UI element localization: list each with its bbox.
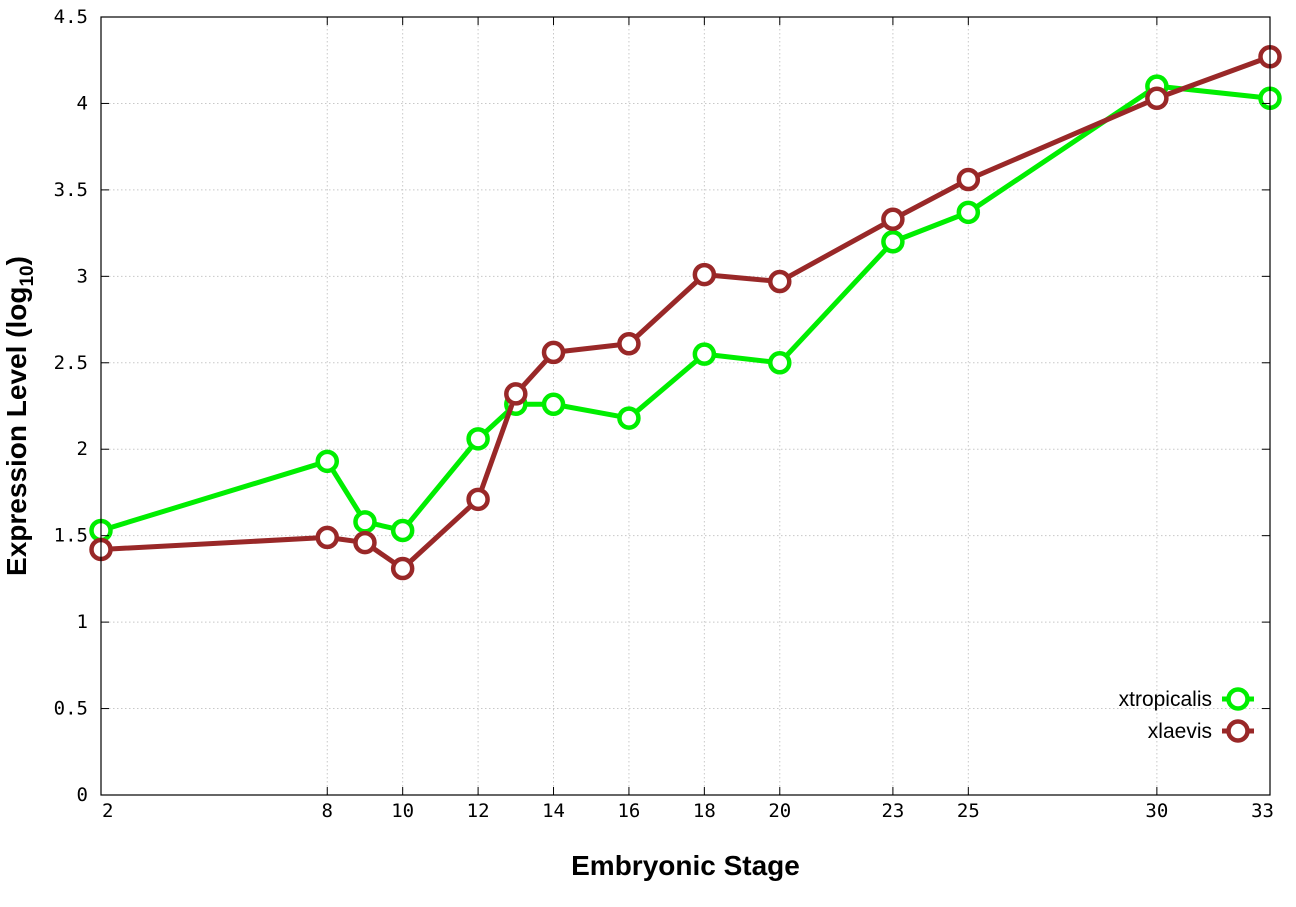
y-tick-label: 2.5 (54, 352, 88, 374)
data-point (768, 269, 792, 294)
data-point (504, 382, 528, 406)
series-xtropicalis (89, 74, 1282, 543)
x-tick-label: 25 (957, 800, 980, 822)
y-tick-label: 3 (77, 265, 88, 287)
data-point (1145, 86, 1169, 111)
y-axis-title: Expression Level (log10) (1, 256, 38, 576)
data-point (541, 392, 566, 417)
legend-swatch-marker (1226, 719, 1250, 743)
y-axis-title-close: ) (1, 256, 32, 265)
legend-label: xlaevis (1148, 720, 1212, 743)
x-tick-label: 2 (102, 800, 113, 822)
data-point (353, 530, 377, 555)
y-tick-label: 4 (77, 92, 88, 114)
y-tick-label: 0.5 (54, 698, 88, 720)
x-tick-label: 30 (1145, 800, 1168, 822)
series-line (100, 83, 1271, 533)
x-tick-label: 20 (768, 800, 791, 822)
legend-label: xtropicalis (1119, 688, 1212, 711)
data-point (692, 262, 717, 287)
data-point (881, 207, 905, 232)
grid (101, 17, 1270, 795)
data-point (881, 230, 905, 254)
data-point (353, 510, 377, 534)
data-point (692, 342, 717, 366)
axis-ticks (100, 16, 1271, 796)
y-tick-label: 4.5 (54, 6, 88, 28)
data-point (466, 487, 490, 512)
data-point (617, 406, 641, 430)
data-point (315, 449, 340, 474)
series-xlaevis (89, 45, 1282, 581)
y-axis-title-main: Expression Level (log (1, 287, 32, 576)
y-tick-label: 2 (77, 438, 88, 460)
data-point (768, 351, 792, 375)
legend-swatch-marker (1226, 687, 1250, 711)
x-tick-label: 16 (617, 800, 640, 822)
series-line (100, 54, 1271, 572)
data-point (315, 525, 340, 550)
x-tick-label: 12 (467, 800, 490, 822)
x-tick-label: 23 (881, 800, 904, 822)
data-point (956, 200, 981, 225)
data-point (617, 332, 641, 356)
plot-frame (100, 16, 1271, 796)
data-point (466, 427, 490, 451)
data-point (390, 518, 415, 543)
y-axis-title-subscript: 10 (17, 265, 38, 286)
y-tick-label: 1 (77, 611, 88, 633)
x-axis-title: Embryonic Stage (571, 850, 800, 881)
x-tick-label: 18 (693, 800, 716, 822)
y-tick-label: 1.5 (54, 525, 88, 547)
x-tick-label: 8 (322, 800, 333, 822)
y-tick-label: 3.5 (54, 179, 88, 201)
data-point (541, 340, 566, 365)
x-tick-label: 14 (542, 800, 565, 822)
x-tick-label: 33 (1251, 800, 1274, 822)
legend: xtropicalis xlaevis (1119, 687, 1254, 743)
series-group (89, 45, 1282, 581)
tick-labels: 0 0.5 1 1.5 2 2.5 3 3.5 4 4.5 2 8 10 12 14 16 18 20 23 25 30… (54, 6, 1274, 822)
y-tick-label: 0 (77, 784, 88, 806)
data-point (956, 167, 981, 192)
x-tick-label: 10 (391, 800, 414, 822)
data-point (390, 556, 415, 581)
